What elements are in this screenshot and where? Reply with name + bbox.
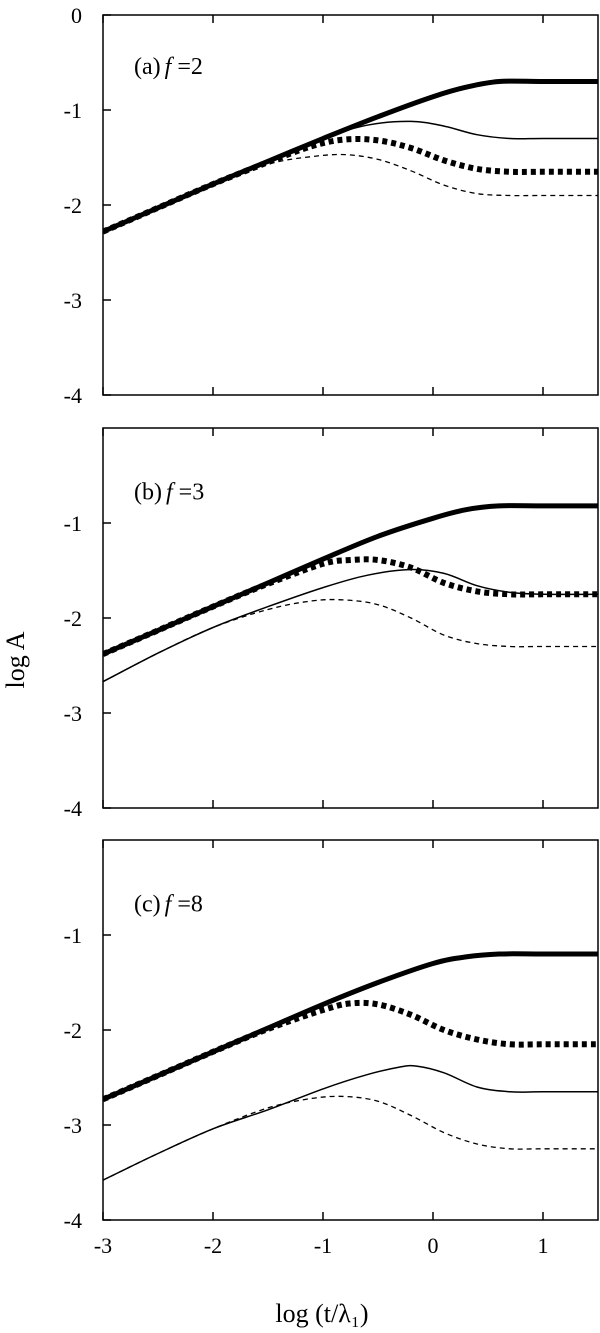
y-tick-label: -2: [64, 193, 82, 218]
y-tick-label: -2: [64, 1018, 82, 1043]
y-tick-label: -1: [64, 923, 82, 948]
y-tick-label: -3: [64, 288, 82, 313]
y-tick-label: -1: [64, 511, 82, 536]
series-line-thin-solid: [103, 1064, 598, 1181]
x-tick-label: 0: [428, 1233, 439, 1258]
x-tick-label: 1: [538, 1233, 549, 1258]
plot-frame: [102, 427, 599, 809]
panels: 0-1-2-3-4(a) f =2-1-2-3-4(b) f =3-3 -2 -1 0 1-1-…: [64, 3, 599, 1258]
panel-c: -3 -2 -1 0 1 -1 -2 -3 -4 (c) f =8: [64, 839, 599, 1258]
series-line-thin-dashed: [103, 1095, 598, 1181]
series-line-thick-solid: [103, 78, 598, 235]
y-tick-label: 0: [71, 3, 82, 28]
x-tick-label: -3: [94, 1233, 112, 1258]
f-symbol: f: [165, 54, 175, 80]
panel-id: (b): [134, 479, 162, 505]
x-tick-label: -1: [314, 1233, 332, 1258]
f-symbol: f: [165, 891, 175, 917]
panel-a: 0 -1 -2 -3 -4 (a) f =2: [64, 3, 599, 408]
series-line-thin-solid: [103, 568, 598, 683]
f-symbol: f: [166, 479, 176, 505]
y-tick-label: -3: [64, 1113, 82, 1138]
x-axis-label: log (t/λ₁): [275, 1299, 368, 1328]
panel-label: (a) f =2: [134, 54, 203, 80]
y-tick-label: -4: [64, 1208, 82, 1233]
x-tick-label: -2: [204, 1233, 222, 1258]
f-value: =8: [177, 891, 203, 917]
y-axis-label: log A: [1, 631, 30, 688]
panel-label: (b) f =3: [134, 479, 204, 505]
series-line-thin-dashed: [103, 153, 598, 233]
series-line-thin-solid: [103, 120, 598, 233]
series-line-thick-dotted: [103, 999, 598, 1103]
panel-label: (c) f =8: [134, 891, 203, 917]
f-value: =2: [177, 54, 203, 80]
y-tick-label: -4: [64, 383, 82, 408]
f-value: =3: [179, 479, 205, 505]
series-line-thick-dotted: [103, 556, 598, 657]
panel-b: -1 -2 -3 -4 (b) f =3: [64, 427, 599, 821]
panel-id: (c): [134, 891, 161, 917]
y-tick-label: -2: [64, 606, 82, 631]
y-tick-label: -3: [64, 701, 82, 726]
series-line-thick-solid: [103, 951, 598, 1102]
series-line-thin-dashed: [103, 598, 598, 683]
y-tick-label: -4: [64, 796, 82, 821]
series-line-thick-dotted: [103, 135, 598, 235]
y-tick-label: -1: [64, 98, 82, 123]
panel-id: (a): [134, 54, 161, 80]
